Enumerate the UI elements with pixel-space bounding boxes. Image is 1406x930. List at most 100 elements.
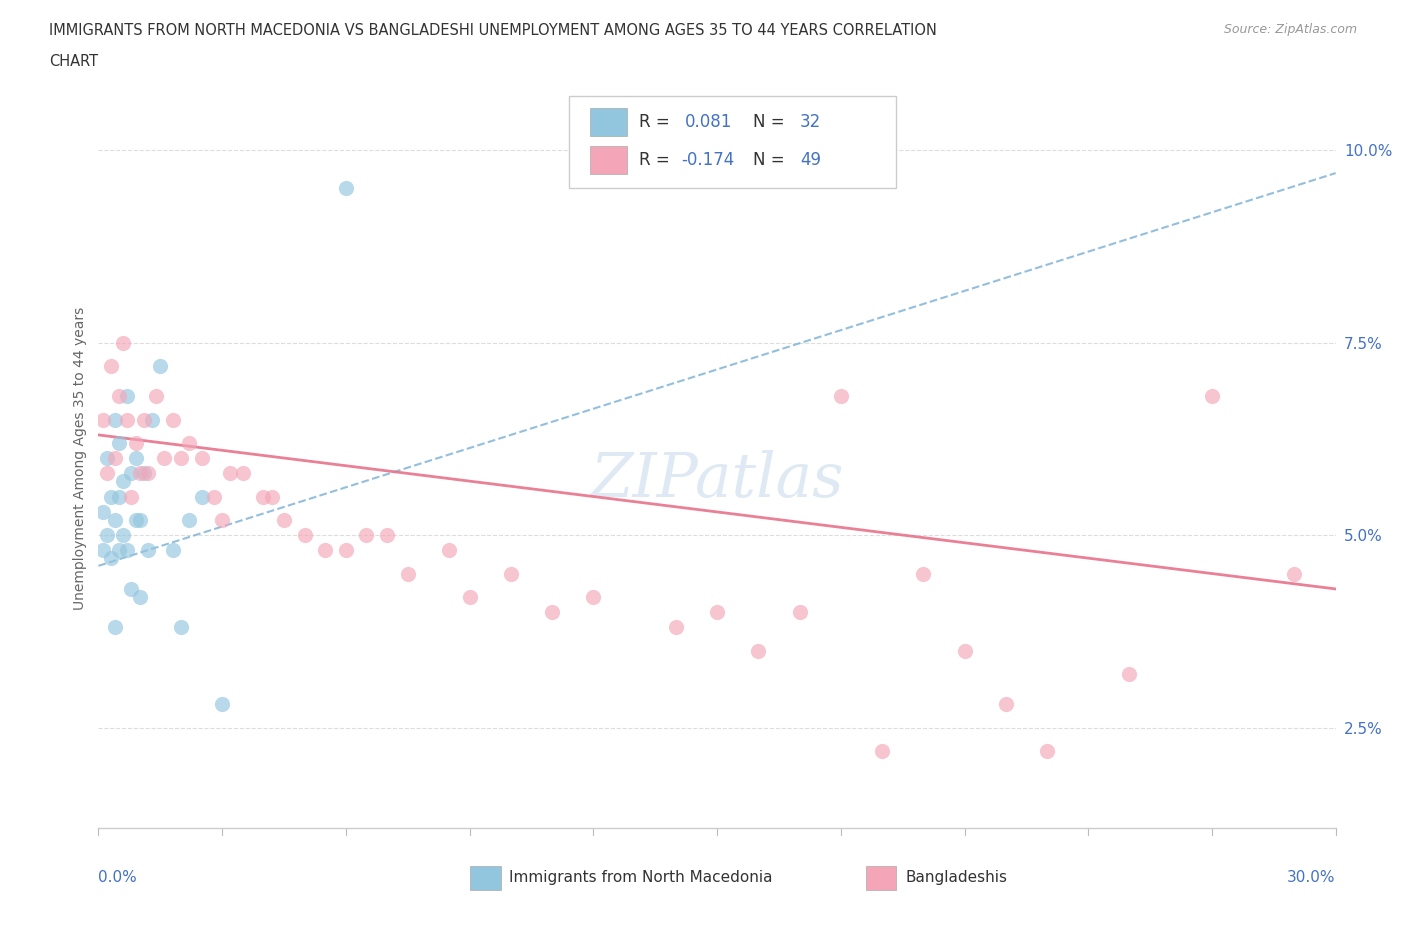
Point — [190, 451, 212, 466]
Point — [190, 489, 212, 504]
Point — [112, 335, 135, 350]
Point — [91, 412, 114, 427]
Point — [120, 489, 142, 504]
Point — [1284, 566, 1306, 581]
Text: Source: ZipAtlas.com: Source: ZipAtlas.com — [1223, 23, 1357, 36]
Point — [112, 473, 135, 488]
Point — [117, 543, 139, 558]
Point — [120, 466, 142, 481]
Point — [108, 543, 131, 558]
Point — [170, 620, 193, 635]
Point — [100, 551, 122, 565]
Point — [179, 512, 201, 527]
Point — [789, 604, 811, 619]
Point — [112, 527, 135, 542]
Point — [458, 590, 481, 604]
Point — [141, 412, 163, 427]
Text: IMMIGRANTS FROM NORTH MACEDONIA VS BANGLADESHI UNEMPLOYMENT AMONG AGES 35 TO 44 : IMMIGRANTS FROM NORTH MACEDONIA VS BANGL… — [49, 23, 936, 38]
Text: N =: N = — [754, 151, 790, 169]
Point — [145, 389, 167, 404]
Point — [232, 466, 254, 481]
Point — [120, 581, 142, 596]
Point — [108, 389, 131, 404]
Point — [117, 412, 139, 427]
Point — [747, 644, 769, 658]
Point — [356, 527, 378, 542]
Text: Immigrants from North Macedonia: Immigrants from North Macedonia — [509, 870, 773, 885]
Point — [179, 435, 201, 450]
Point — [162, 412, 184, 427]
Point — [437, 543, 460, 558]
Text: R =: R = — [640, 151, 675, 169]
Text: 49: 49 — [800, 151, 821, 169]
Point — [91, 504, 114, 519]
Point — [375, 527, 398, 542]
FancyBboxPatch shape — [470, 866, 501, 890]
Point — [124, 435, 146, 450]
Point — [104, 620, 127, 635]
Point — [665, 620, 688, 635]
Point — [108, 435, 131, 450]
Point — [830, 389, 852, 404]
Point — [132, 412, 155, 427]
Point — [96, 527, 118, 542]
Text: Bangladeshis: Bangladeshis — [905, 870, 1007, 885]
Point — [100, 489, 122, 504]
Point — [108, 489, 131, 504]
FancyBboxPatch shape — [589, 108, 627, 136]
Point — [117, 389, 139, 404]
Point — [1036, 743, 1059, 758]
Point — [136, 543, 159, 558]
Point — [335, 181, 357, 196]
Point — [132, 466, 155, 481]
Point — [335, 543, 357, 558]
Point — [124, 451, 146, 466]
Point — [100, 358, 122, 373]
Text: -0.174: -0.174 — [681, 151, 734, 169]
Point — [499, 566, 522, 581]
Point — [96, 451, 118, 466]
FancyBboxPatch shape — [866, 866, 897, 890]
Text: 32: 32 — [800, 113, 821, 130]
Y-axis label: Unemployment Among Ages 35 to 44 years: Unemployment Among Ages 35 to 44 years — [73, 306, 87, 610]
Point — [582, 590, 605, 604]
Point — [153, 451, 176, 466]
Point — [252, 489, 274, 504]
Point — [273, 512, 295, 527]
Point — [912, 566, 935, 581]
Point — [219, 466, 242, 481]
Point — [1118, 666, 1140, 681]
Point — [162, 543, 184, 558]
Point — [104, 512, 127, 527]
Point — [170, 451, 193, 466]
FancyBboxPatch shape — [568, 96, 897, 188]
Point — [128, 466, 150, 481]
Point — [128, 512, 150, 527]
Point — [260, 489, 283, 504]
Point — [870, 743, 893, 758]
Point — [953, 644, 976, 658]
Point — [128, 590, 150, 604]
Point — [541, 604, 564, 619]
Point — [314, 543, 336, 558]
Point — [396, 566, 419, 581]
Point — [294, 527, 316, 542]
Point — [211, 512, 233, 527]
Point — [211, 698, 233, 712]
Point — [96, 466, 118, 481]
Point — [91, 543, 114, 558]
Point — [1201, 389, 1223, 404]
Point — [104, 451, 127, 466]
Point — [136, 466, 159, 481]
Point — [706, 604, 728, 619]
Point — [149, 358, 172, 373]
Text: N =: N = — [754, 113, 790, 130]
Text: 0.081: 0.081 — [685, 113, 733, 130]
Point — [124, 512, 146, 527]
Point — [994, 698, 1017, 712]
Point — [104, 412, 127, 427]
Text: ZIPatlas: ZIPatlas — [591, 450, 844, 511]
Text: CHART: CHART — [49, 54, 98, 69]
Text: R =: R = — [640, 113, 675, 130]
FancyBboxPatch shape — [589, 146, 627, 174]
